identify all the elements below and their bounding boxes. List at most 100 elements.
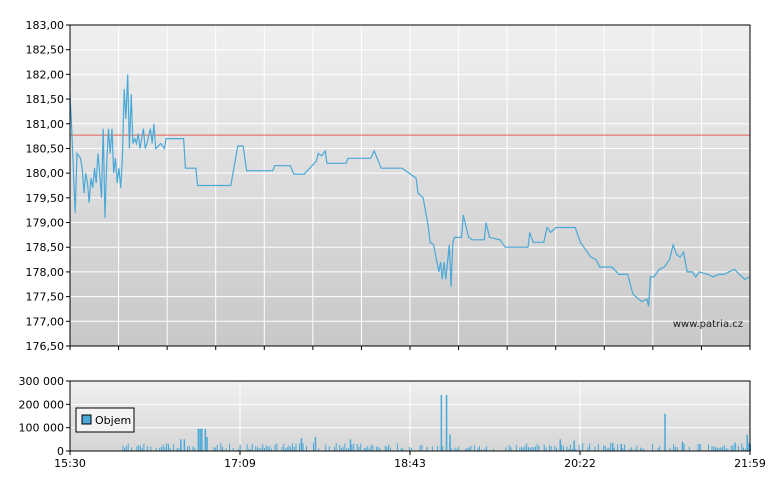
volume-bar-minor (568, 449, 570, 451)
volume-bar-minor (419, 445, 421, 451)
volume-bar-minor (192, 446, 194, 451)
volume-bar-minor (515, 444, 517, 451)
volume-bar-minor (610, 443, 612, 451)
volume-bar-minor (306, 446, 307, 451)
volume-bar-minor (334, 446, 335, 451)
volume-bar (620, 444, 623, 451)
volume-bar-minor (173, 444, 175, 451)
volume-bar-minor (293, 446, 295, 451)
volume-bar-minor (248, 448, 250, 451)
volume-bar-minor (657, 448, 659, 451)
volume-bar-minor (606, 448, 608, 451)
volume-bar-minor (659, 446, 661, 451)
volume-bar-minor (150, 446, 152, 451)
volume-bar-minor (276, 443, 278, 451)
volume-bars (122, 395, 751, 451)
volume-bar-minor (737, 446, 739, 451)
volume-bar-minor (569, 444, 571, 451)
volume-bar-minor (715, 446, 716, 451)
volume-bar-minor (229, 443, 231, 451)
volume-bar (445, 395, 448, 451)
volume-bar-minor (561, 444, 563, 451)
volume-bar (748, 442, 750, 451)
volume-bar-minor (353, 443, 355, 451)
price-x-axis (69, 346, 751, 350)
volume-bar-minor (164, 446, 166, 451)
volume-bar (201, 428, 203, 451)
volume-bar-minor (716, 447, 718, 451)
volume-bar-minor (708, 444, 709, 451)
volume-bar-minor (239, 444, 241, 451)
volume-bar-minor (578, 444, 580, 451)
volume-bar-minor (124, 447, 126, 451)
volume-bar-minor (258, 448, 260, 451)
volume-bar-minor (550, 446, 552, 451)
volume-bar-minor (194, 447, 196, 451)
volume-bar-minor (608, 447, 610, 451)
volume-bar-minor (372, 445, 374, 451)
volume-bar-minor (146, 446, 148, 451)
volume-bar-minor (524, 445, 526, 451)
volume-x-tick-label: 15:30 (54, 457, 86, 470)
volume-bar-minor (722, 447, 723, 451)
volume-bar-minor (597, 444, 599, 451)
volume-bar-minor (711, 446, 713, 451)
price-series (69, 74, 751, 307)
volume-bar-minor (594, 446, 596, 451)
volume-bar-minor (237, 448, 239, 451)
volume-bar-minor (622, 448, 624, 451)
volume-bar-minor (643, 448, 645, 451)
volume-bar-minor (521, 447, 522, 451)
price-y-tick-label: 181,00 (26, 118, 65, 131)
volume-bar-minor (529, 448, 531, 451)
volume-bar-minor (543, 444, 545, 451)
price-plot-border (69, 24, 751, 347)
volume-bar-minor (631, 447, 633, 451)
volume-bar-minor (220, 443, 222, 451)
volume-bar-minor (683, 444, 685, 451)
volume-bar-minor (290, 446, 292, 451)
volume-bar-minor (456, 448, 458, 451)
volume-bar-minor (624, 444, 626, 451)
volume-bar-minor (302, 443, 304, 451)
volume-bar-minor (582, 443, 584, 451)
volume-bar (314, 437, 317, 451)
volume-bar-minor (400, 448, 402, 451)
volume-bar-minor (162, 444, 164, 451)
price-y-tick-label: 177,50 (26, 291, 65, 304)
volume-bar (204, 428, 207, 451)
volume-bar-minor (356, 444, 358, 451)
volume-bar-minor (127, 443, 129, 451)
volume-bar-minor (283, 443, 285, 451)
volume-bar-minor (365, 447, 367, 451)
volume-bar-minor (269, 446, 271, 451)
volume-bar-minor (160, 447, 162, 451)
volume-bar-minor (486, 446, 487, 451)
volume-bar-minor (379, 448, 381, 451)
price-y-tick-label: 182,50 (26, 44, 65, 57)
volume-bar-minor (342, 447, 344, 451)
volume-bar-minor (295, 443, 297, 451)
volume-bar-minor (617, 444, 619, 451)
price-y-tick-label: 180,50 (26, 142, 65, 155)
volume-bar-minor (725, 448, 727, 451)
price-y-tick-label: 182,00 (26, 68, 65, 81)
volume-bar-minor (386, 446, 388, 451)
volume-bar-minor (402, 448, 404, 451)
volume-bar-minor (727, 448, 729, 451)
volume-bar (197, 428, 200, 451)
volume-x-tick-label: 18:43 (394, 457, 426, 470)
volume-bar-minor (688, 446, 690, 451)
volume-bar-minor (187, 446, 189, 451)
volume-y-tick-label: 300 000 (19, 375, 65, 388)
volume-bar-minor (271, 448, 272, 451)
volume-bar-minor (159, 447, 161, 451)
price-y-tick-label: 179,50 (26, 192, 65, 205)
volume-bar-minor (639, 447, 641, 451)
volume-bar-minor (155, 448, 157, 451)
volume-bar-minor (641, 448, 643, 451)
price-y-tick-label: 181,50 (26, 93, 65, 106)
price-chart: 183,00 182,50 182,00 181,50 181,00 180,50 180,… (26, 19, 751, 353)
volume-bar-minor (131, 447, 133, 451)
volume-bar-minor (335, 443, 337, 451)
